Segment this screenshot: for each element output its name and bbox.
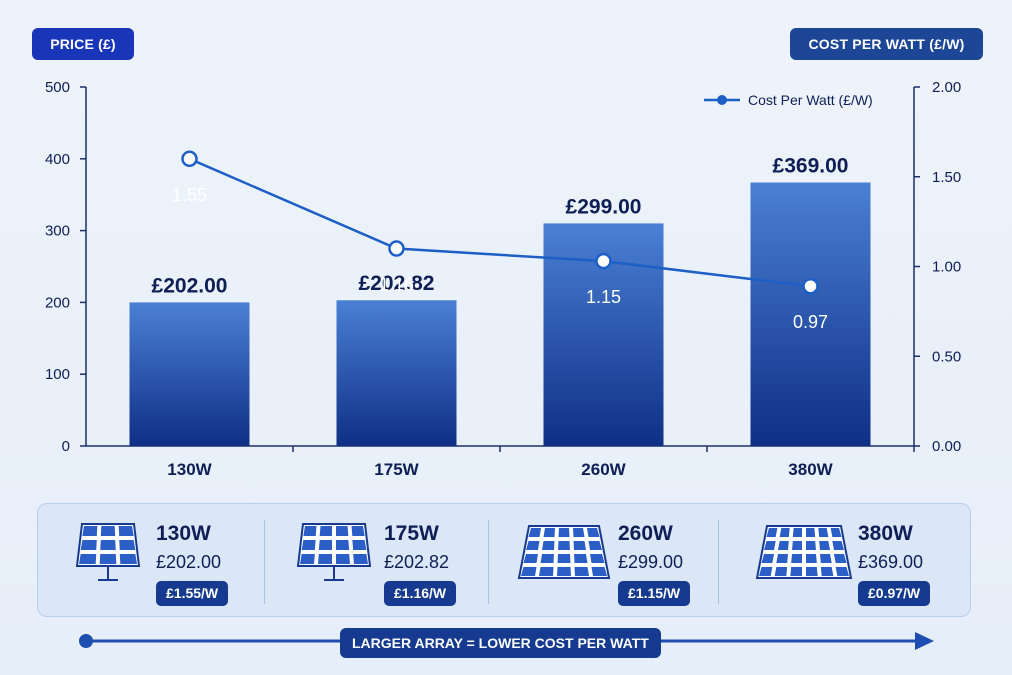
- card-divider: [488, 520, 489, 604]
- cost-per-watt-data-label: 0.97: [793, 312, 828, 332]
- card-price: £299.00: [618, 552, 684, 572]
- summary-card: 260W £299.00 £1.15/W: [489, 504, 718, 616]
- price-data-label: £202.00: [152, 274, 228, 297]
- solar-panel-icon: [517, 525, 611, 579]
- summary-card: 130W £202.00 £1.55/W: [38, 504, 264, 616]
- price-data-label: £202.82: [359, 272, 435, 295]
- right-axis-tick-label: 1.00: [932, 259, 961, 276]
- solar-panel-icon: [755, 525, 853, 579]
- cost-per-watt-line: [189, 157, 811, 288]
- card-icon-wrap: [517, 522, 611, 597]
- card-wattage: 380W: [858, 522, 913, 545]
- solar-panel-icon: [296, 523, 372, 581]
- right-axis-tick-label: 0.00: [932, 438, 961, 455]
- price-bar: [750, 182, 871, 446]
- price-data-label: £299.00: [566, 195, 642, 218]
- footer-note: LARGER ARRAY = LOWER COST PER WATT: [340, 628, 661, 658]
- cost-per-watt-data-label: 1.55: [172, 185, 207, 205]
- left-axis-tick-label: 0: [62, 438, 70, 455]
- left-axis-tick-label: 200: [45, 294, 70, 311]
- cost-per-watt-point: [388, 240, 405, 257]
- left-axis-title: PRICE (£): [32, 28, 134, 60]
- cost-per-watt-point: [181, 150, 198, 168]
- card-price: £369.00: [858, 552, 924, 572]
- x-axis-category-label: 380W: [788, 460, 833, 479]
- panel-summary-cards: 130W £202.00 £1.55/W 175W £202.82 £1.16/W 260W…: [37, 503, 971, 617]
- card-icon-wrap: [755, 522, 853, 597]
- card-icon-wrap: [75, 520, 141, 595]
- cost-per-watt-point: [802, 277, 819, 295]
- cost-per-watt-data-label: 1.15: [586, 287, 621, 307]
- card-price: £202.82: [384, 552, 450, 572]
- card-wattage: 130W: [156, 522, 211, 545]
- card-icon-wrap: [296, 520, 372, 595]
- right-axis-tick-label: 0.50: [932, 348, 961, 365]
- card-divider: [718, 520, 719, 604]
- left-axis-tick-label: 400: [45, 151, 70, 168]
- card-cost-per-watt-badge: £1.16/W: [384, 581, 457, 606]
- card-cost-per-watt-badge: £1.55/W: [156, 581, 229, 606]
- card-wattage: 260W: [618, 522, 673, 545]
- right-axis-title: COST PER WATT (£/W): [790, 28, 983, 60]
- summary-card: 380W £369.00 £0.97/W: [719, 504, 971, 616]
- card-divider: [264, 520, 265, 604]
- card-price: £202.00: [156, 552, 222, 572]
- price-data-label: £369.00: [773, 154, 849, 177]
- right-axis-tick-label: 2.00: [932, 79, 961, 96]
- left-axis-tick-label: 100: [45, 366, 70, 383]
- x-axis-category-label: 130W: [167, 460, 212, 479]
- price-and-cost-chart: 0 100 200 300 400 500 0.00 0.50 1.00 1.50 2.00 130W…: [45, 79, 961, 479]
- arrow-head-icon: [915, 632, 934, 650]
- cost-per-watt-data-label: 1.16: [379, 275, 414, 295]
- card-wattage: 175W: [384, 522, 439, 545]
- legend-label: Cost Per Watt (£/W): [748, 92, 873, 108]
- solar-panel-icon: [75, 523, 141, 581]
- left-axis-tick-label: 300: [45, 223, 70, 240]
- left-axis-tick-label: 500: [45, 79, 70, 96]
- price-bar: [129, 302, 250, 446]
- card-cost-per-watt-badge: £0.97/W: [858, 581, 931, 606]
- summary-card: 175W £202.82 £1.16/W: [266, 504, 488, 616]
- x-axis-category-label: 175W: [374, 460, 419, 479]
- price-bar: [336, 300, 457, 446]
- legend-point-swatch: [717, 95, 727, 105]
- card-cost-per-watt-badge: £1.15/W: [618, 581, 691, 606]
- right-axis-tick-label: 1.50: [932, 169, 961, 186]
- x-axis-category-label: 260W: [581, 460, 626, 479]
- cost-per-watt-point: [595, 252, 612, 270]
